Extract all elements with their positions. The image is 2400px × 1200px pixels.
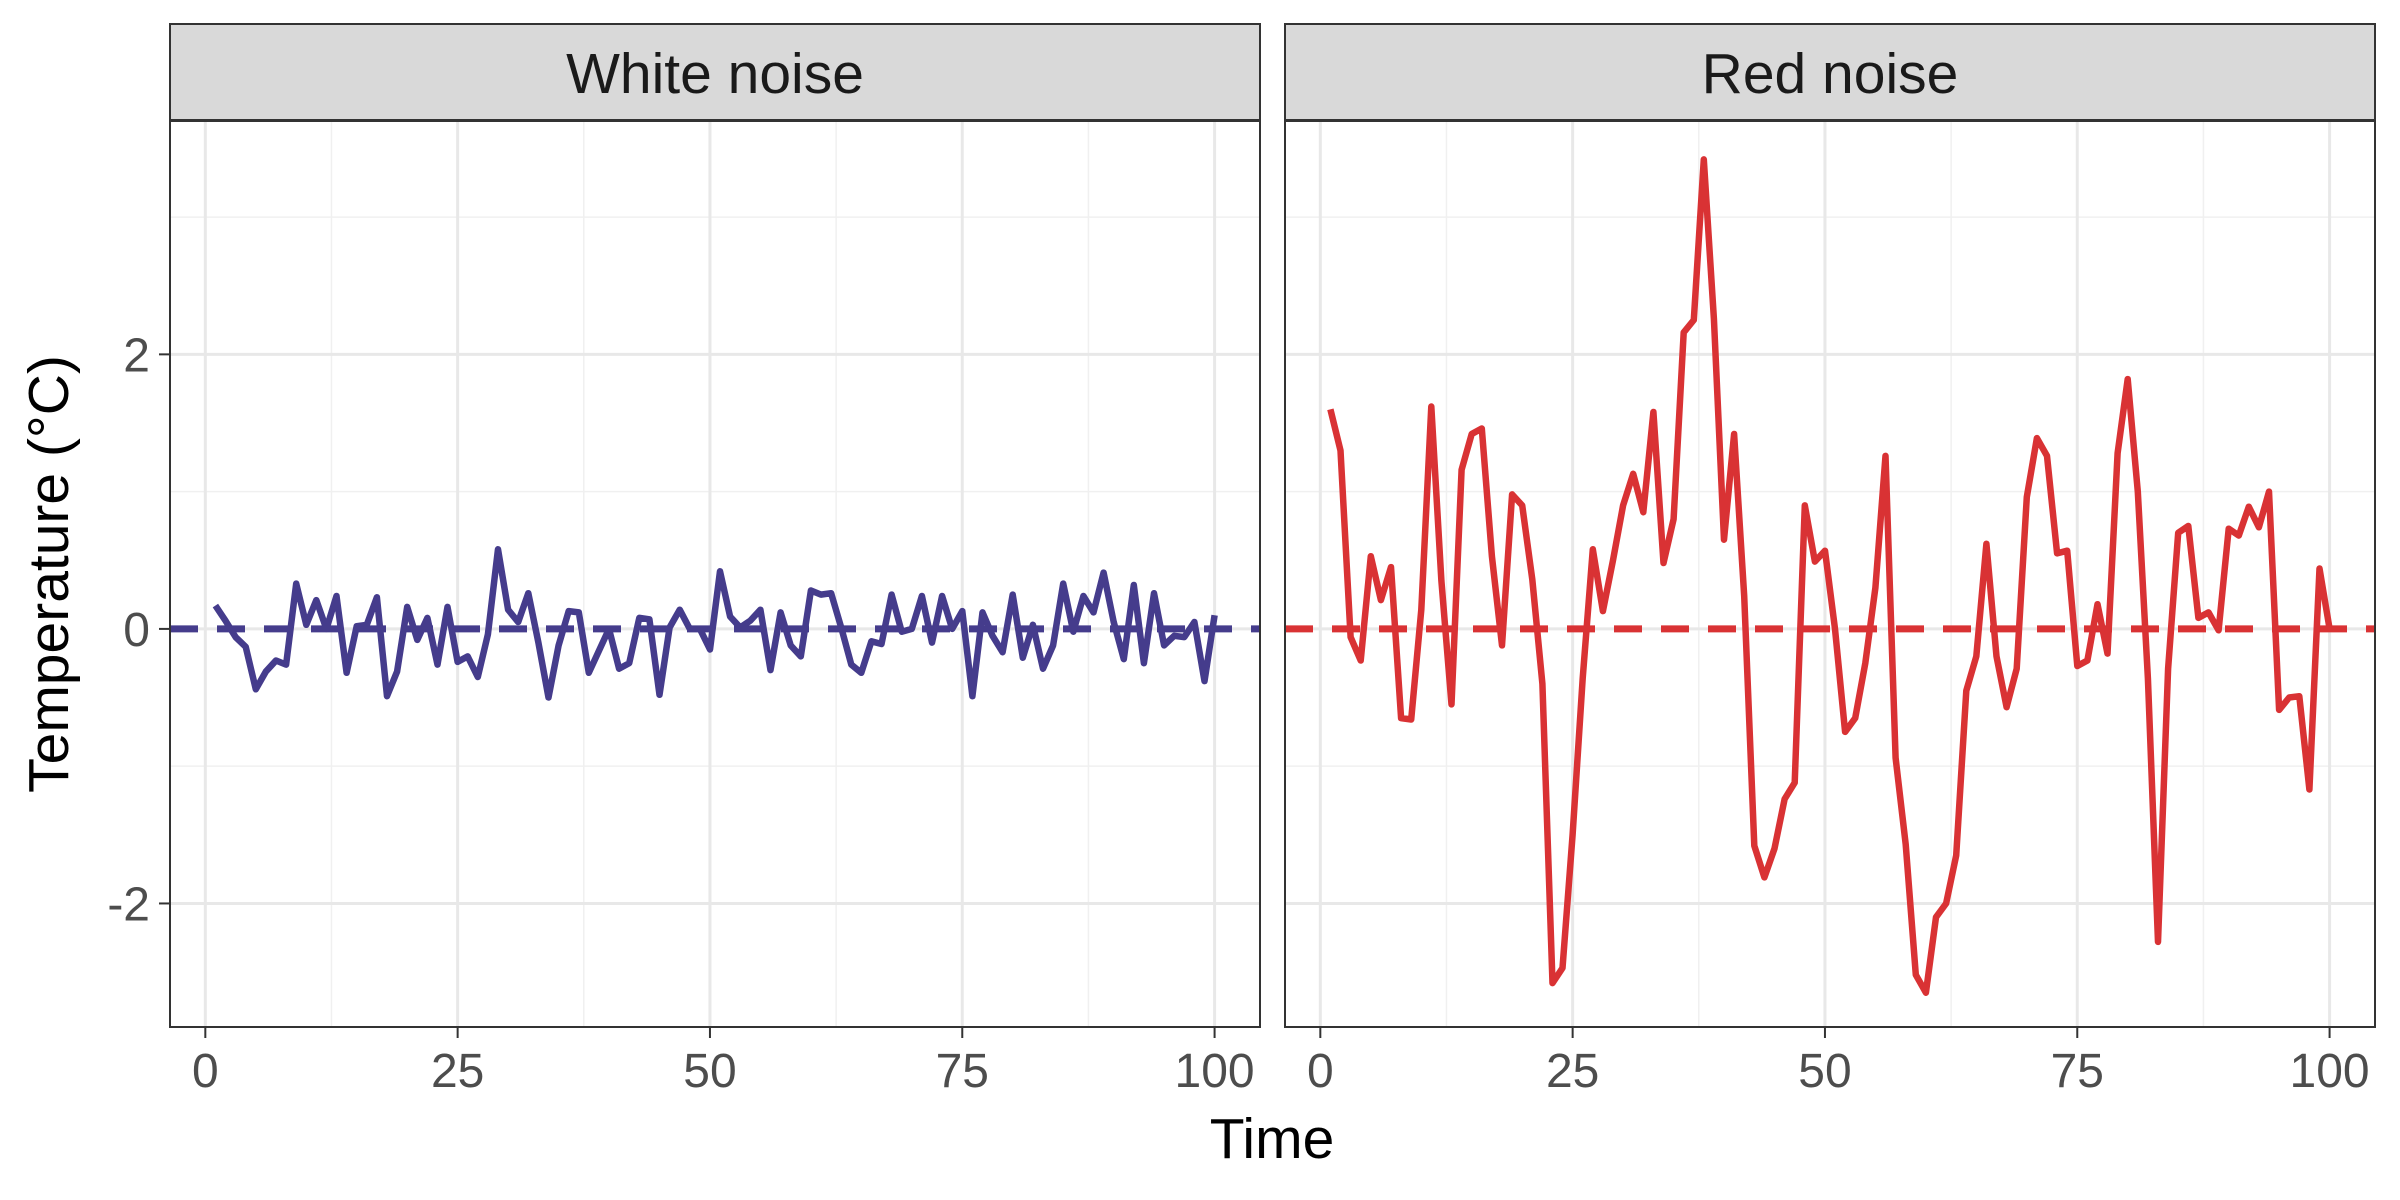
- x-tick-label: 75: [936, 1045, 989, 1098]
- x-tick-label: 0: [192, 1045, 219, 1098]
- x-tick-label: 75: [2051, 1045, 2104, 1098]
- x-tick-label: 100: [2290, 1045, 2370, 1098]
- series-line-white-noise: [212, 546, 1218, 701]
- panel-border: [1284, 120, 2376, 1028]
- facet-panel-red-noise: Red noise 0 25 50 75 100: [1284, 23, 2376, 1098]
- y-tick-label: 0: [123, 604, 150, 657]
- series-line-red-noise: [1327, 156, 2333, 996]
- x-tick-label: 25: [431, 1045, 484, 1098]
- y-tick-label: 2: [123, 329, 150, 382]
- x-tick-label: 50: [1798, 1045, 1851, 1098]
- facet-strip-label: White noise: [566, 42, 864, 106]
- x-tick-label: 25: [1546, 1045, 1599, 1098]
- x-tick-label: 0: [1307, 1045, 1334, 1098]
- y-tick-label: -2: [107, 878, 150, 931]
- y-axis: -2 0 2: [107, 329, 170, 931]
- plot-background: [170, 121, 1260, 1027]
- facet-strip-label: Red noise: [1702, 42, 1959, 106]
- facet-strip: [169, 23, 1261, 121]
- x-axis-title: Time: [1210, 1107, 1335, 1171]
- facet-strip: [1284, 23, 2376, 121]
- panel-border: [169, 120, 1261, 1028]
- facet-panel-white-noise: White noise 0 25 50 75 100: [169, 23, 1261, 1098]
- x-tick-label: 100: [1175, 1045, 1255, 1098]
- x-tick-label: 50: [683, 1045, 736, 1098]
- y-axis-title: Temperature (°C): [17, 355, 81, 793]
